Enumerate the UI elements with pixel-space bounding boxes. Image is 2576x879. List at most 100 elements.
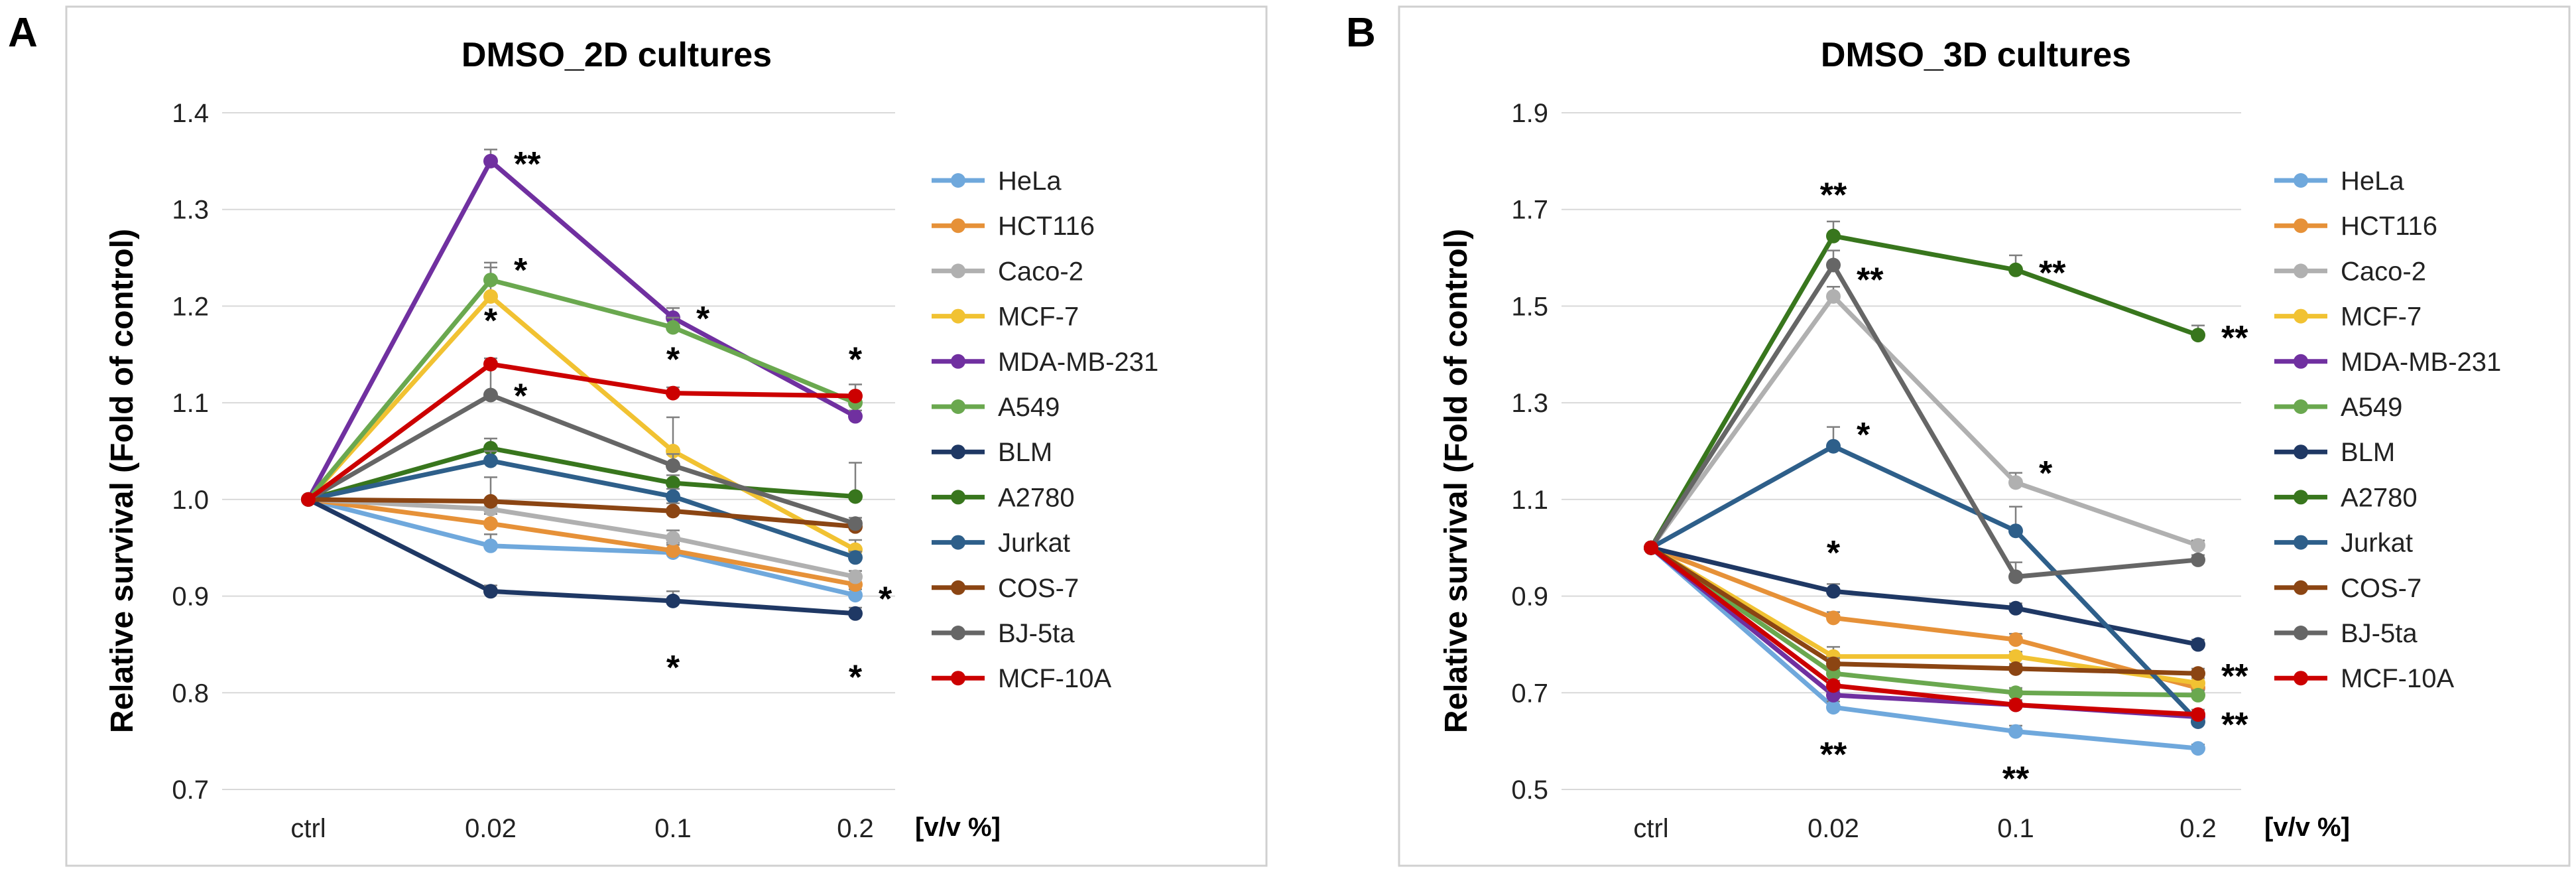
panel-a-y-tick-label: 1.3 xyxy=(172,196,209,225)
panel-a-y-tick-label: 0.8 xyxy=(172,679,209,708)
legend-label: Jurkat xyxy=(998,529,1070,558)
panel-a-legend-item: BJ-5ta xyxy=(932,619,1075,648)
data-point xyxy=(1826,610,1841,626)
panel-a-chart: A DMSO_2D cultures Relative survival (Fo… xyxy=(8,5,1268,867)
panel-a-legend-item: MDA-MB-231 xyxy=(932,348,1158,377)
legend-swatch-marker xyxy=(951,535,965,550)
legend-label: MCF-7 xyxy=(998,303,1079,332)
series-line xyxy=(1650,545,2199,691)
panel-b-y-tick-label: 1.9 xyxy=(1511,99,1548,128)
panel-b-significance-marks: ******************* xyxy=(1820,176,2248,799)
panel-a-legend-item: HCT116 xyxy=(932,212,1095,241)
panel-b-legend-item: HeLa xyxy=(2274,167,2404,196)
panel-a-y-tick-label: 1.2 xyxy=(172,292,209,321)
panel-a-legend-item: HeLa xyxy=(932,167,1062,196)
legend-swatch-marker xyxy=(2294,490,2308,505)
legend-swatch-marker xyxy=(951,580,965,595)
panel-a-y-tick-label: 1.4 xyxy=(172,99,209,128)
legend-swatch-marker xyxy=(2294,626,2308,640)
panel-b-series xyxy=(1644,220,2205,756)
panel-a-significance-mark: * xyxy=(696,300,710,338)
legend-label: MCF-10A xyxy=(2341,664,2454,693)
panel-b-significance-mark: ** xyxy=(2221,319,2248,358)
series-line xyxy=(308,497,856,587)
panel-b-significance-mark: * xyxy=(1857,416,1871,454)
series-line xyxy=(306,362,856,502)
panel-a-x-axis-unit: [v/v %] xyxy=(915,813,1001,842)
legend-label: COS-7 xyxy=(2341,574,2422,603)
panel-a-series-blm xyxy=(301,492,863,621)
panel-a-legend-item: Jurkat xyxy=(932,529,1070,558)
series-line xyxy=(308,458,857,560)
panel-b-series-bj-5ta xyxy=(1644,249,2205,584)
legend-label: BJ-5ta xyxy=(2341,619,2418,648)
data-point xyxy=(666,531,680,546)
series-line xyxy=(308,446,856,502)
panel-b-legend-item: HCT116 xyxy=(2274,212,2437,241)
panel-a-legend-item: A2780 xyxy=(932,483,1075,512)
series-line xyxy=(1649,263,2199,579)
panel-a-significance-mark: * xyxy=(666,649,680,687)
legend-label: MCF-7 xyxy=(2341,303,2422,332)
panel-b-letter: B xyxy=(1346,10,1376,56)
data-point xyxy=(1826,700,1841,715)
data-point xyxy=(2008,661,2023,676)
legend-swatch-marker xyxy=(2294,535,2308,550)
legend-swatch-marker xyxy=(951,490,965,505)
panel-a-significance-mark: * xyxy=(484,302,498,340)
legend-label: Caco-2 xyxy=(2341,257,2426,286)
panel-b-significance-mark: ** xyxy=(1820,176,1847,215)
data-point xyxy=(848,409,863,424)
panel-b-x-tick-label: ctrl xyxy=(1633,814,1668,843)
series-line xyxy=(306,277,857,502)
data-point xyxy=(848,550,863,565)
data-point xyxy=(483,387,498,403)
panel-b-legend-item: Jurkat xyxy=(2274,529,2413,558)
series-line xyxy=(1649,545,2199,717)
panel-a-x-tick-label: 0.1 xyxy=(654,814,692,843)
legend-label: A549 xyxy=(2341,393,2402,422)
data-point xyxy=(666,489,680,504)
panel-b-legend-item: A2780 xyxy=(2274,483,2418,512)
data-point xyxy=(2191,552,2205,567)
data-point xyxy=(2008,475,2023,490)
panel-b-significance-mark: ** xyxy=(2039,254,2066,293)
panel-b-x-tick-label: 0.1 xyxy=(1997,814,2034,843)
panel-a-y-tick-label: 0.7 xyxy=(172,776,209,805)
legend-label: COS-7 xyxy=(998,574,1079,603)
data-point xyxy=(1644,540,1658,555)
panel-b-y-tick-label: 1.5 xyxy=(1511,292,1548,321)
legend-swatch-marker xyxy=(951,444,965,460)
data-point xyxy=(848,606,863,621)
series-line xyxy=(308,497,856,529)
data-point xyxy=(1826,289,1841,304)
data-point xyxy=(848,489,863,504)
panel-b-legend-item: Caco-2 xyxy=(2274,257,2426,286)
panel-b-legend-item: BJ-5ta xyxy=(2274,619,2418,648)
legend-label: BJ-5ta xyxy=(998,619,1075,648)
legend-swatch-marker xyxy=(951,399,965,414)
series-line xyxy=(1650,444,2200,724)
panel-b-x-tick-label: 0.2 xyxy=(2179,814,2217,843)
panel-b-significance-mark: * xyxy=(1827,534,1841,573)
data-point xyxy=(666,543,680,559)
panel-a-x-tick-label: ctrl xyxy=(290,814,326,843)
data-point xyxy=(483,538,498,553)
panel-b-x-axis-unit: [v/v %] xyxy=(2264,813,2350,842)
panel-a-legend-item: BLM xyxy=(932,438,1052,467)
panel-a-significance-mark: ** xyxy=(514,145,541,184)
legend-swatch-marker xyxy=(2294,580,2308,595)
legend-label: Jurkat xyxy=(2341,529,2413,558)
panel-b-y-ticks: 0.5 0.7 0.9 1.1 1.3 1.5 1.7 1.9 xyxy=(1511,99,1548,805)
panel-a-legend: HeLa HCT116 Caco-2 MCF-7 MDA-MB-231 A549 BLM A2… xyxy=(932,167,1158,693)
legend-label: MDA-MB-231 xyxy=(2341,348,2501,377)
panel-b-series-jurkat xyxy=(1644,426,2205,729)
legend-label: HCT116 xyxy=(998,212,1095,241)
data-point xyxy=(1826,257,1841,273)
panel-b-frame xyxy=(1398,5,2571,867)
data-point xyxy=(848,388,863,403)
panel-a-significance-marks: *********** xyxy=(484,145,892,697)
panel-b-significance-mark: * xyxy=(2039,454,2053,493)
legend-swatch-marker xyxy=(951,626,965,640)
legend-label: HeLa xyxy=(998,167,1062,196)
